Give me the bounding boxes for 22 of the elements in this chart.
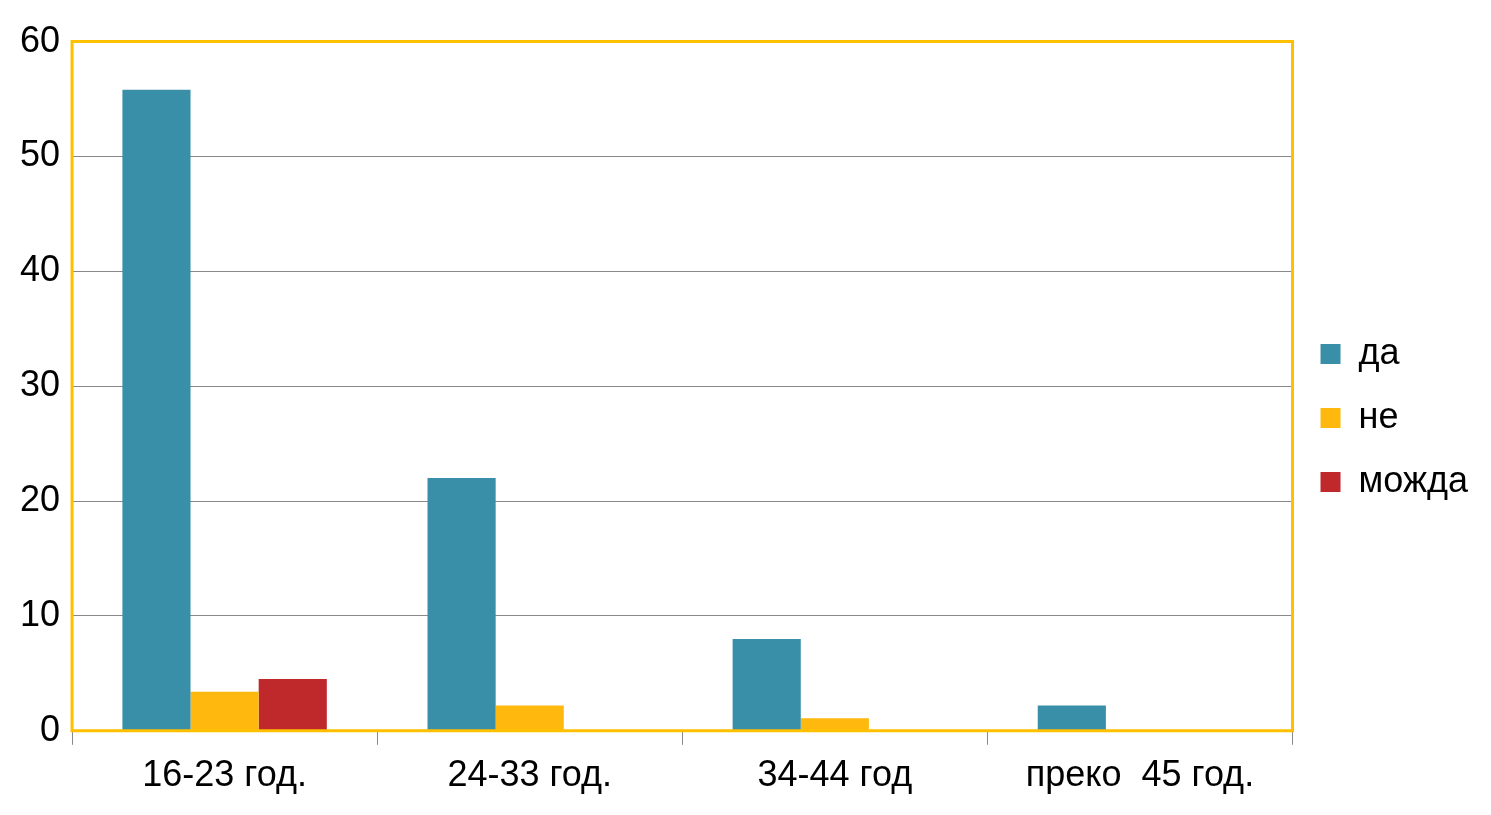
legend-label: можда xyxy=(1358,458,1469,500)
y-tick-label: 0 xyxy=(40,707,61,749)
y-tick-label: 60 xyxy=(20,18,61,60)
bar xyxy=(495,705,564,731)
y-tick-label: 50 xyxy=(20,133,61,175)
bar xyxy=(258,679,327,731)
x-tick-label: 24-33 год. xyxy=(447,753,613,795)
legend-label: да xyxy=(1358,330,1401,372)
bar xyxy=(800,718,869,731)
x-tick-label: преко 45 год. xyxy=(1025,753,1255,795)
y-tick-label: 40 xyxy=(20,248,61,290)
y-tick-label: 30 xyxy=(20,363,61,405)
bar xyxy=(732,638,801,731)
bar xyxy=(122,89,191,731)
y-tick-label: 20 xyxy=(20,477,61,519)
x-tick-label: 34-44 год xyxy=(757,753,913,795)
bar xyxy=(190,691,259,731)
x-tick-label: 16-23 год. xyxy=(142,753,307,795)
y-tick-label: 10 xyxy=(20,592,61,634)
legend-label: не xyxy=(1358,394,1399,436)
bar xyxy=(427,478,496,731)
bar xyxy=(1037,705,1106,731)
